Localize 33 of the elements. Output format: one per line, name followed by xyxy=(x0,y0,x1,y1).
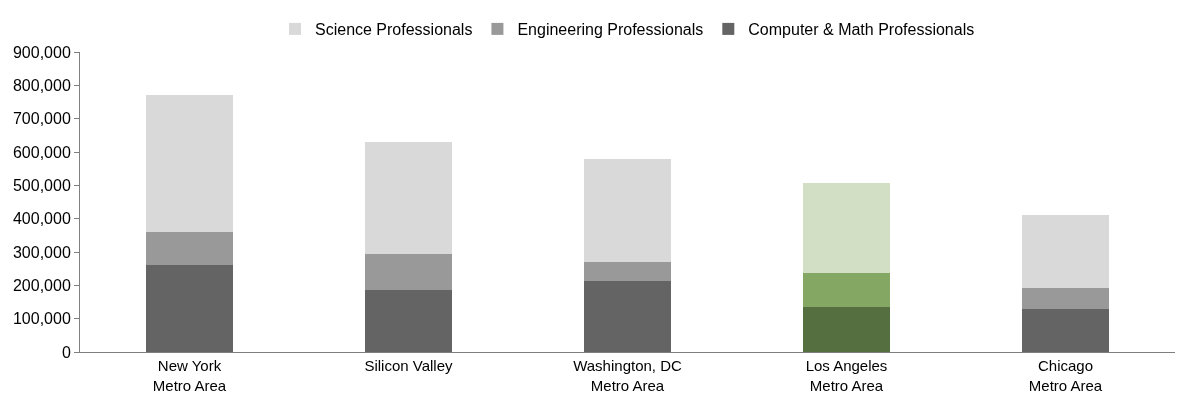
bar xyxy=(1021,309,1110,352)
bar xyxy=(1021,287,1110,310)
bar xyxy=(583,158,672,262)
bar xyxy=(364,254,453,290)
legend-label: Science Professionals xyxy=(315,21,473,39)
y-tick-label: 0 xyxy=(61,343,71,361)
legend-label: Engineering Professionals xyxy=(517,21,704,39)
bar xyxy=(583,281,672,352)
y-tick-label: 600,000 xyxy=(12,143,71,161)
y-tick-label: 200,000 xyxy=(12,276,71,294)
bar xyxy=(145,265,234,352)
y-tick-label: 700,000 xyxy=(12,110,71,128)
bar xyxy=(1021,215,1110,288)
y-tick-label: 300,000 xyxy=(12,243,71,261)
bar xyxy=(802,307,891,352)
bar xyxy=(145,232,234,265)
bar xyxy=(583,262,672,281)
y-tick-label: 900,000 xyxy=(12,43,71,61)
bar xyxy=(364,289,453,352)
bar xyxy=(802,273,891,307)
bar xyxy=(802,183,891,273)
y-tick-label: 500,000 xyxy=(12,176,71,194)
bar xyxy=(364,141,453,255)
x-tick-label: Los Angeles Metro Area xyxy=(805,357,888,394)
x-tick-label: New York Metro Area xyxy=(152,357,227,394)
x-tick-label: Washington, DC Metro Area xyxy=(573,357,682,394)
x-tick-label: Chicago Metro Area xyxy=(1028,357,1103,394)
y-tick-label: 100,000 xyxy=(12,310,71,328)
y-tick-label: 400,000 xyxy=(12,210,71,228)
y-tick-label: 800,000 xyxy=(12,76,71,94)
bar xyxy=(145,94,234,233)
legend-label: Computer & Math Professionals xyxy=(748,21,975,39)
x-tick-label: Silicon Valley xyxy=(364,357,454,374)
